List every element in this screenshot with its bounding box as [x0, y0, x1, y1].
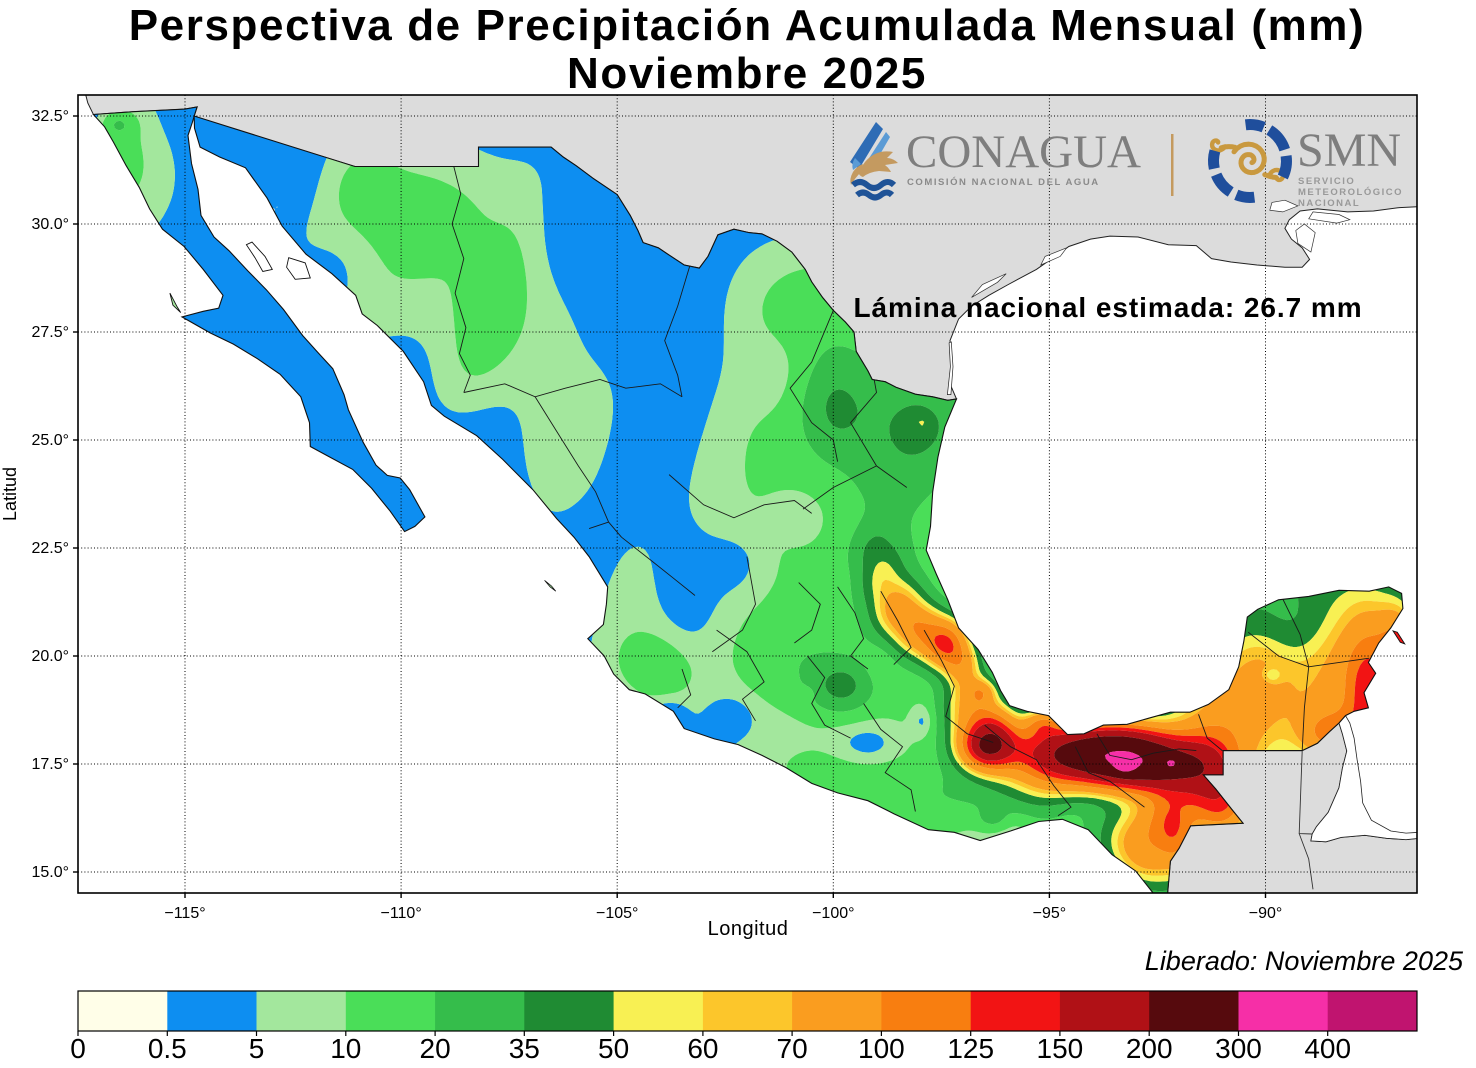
- svg-text:10: 10: [330, 1033, 361, 1064]
- svg-text:150: 150: [1037, 1033, 1084, 1064]
- svg-text:Liberado: Noviembre 2025: Liberado: Noviembre 2025: [1145, 946, 1464, 976]
- svg-text:125: 125: [947, 1033, 994, 1064]
- svg-text:22.5°: 22.5°: [31, 540, 69, 557]
- svg-text:SMN: SMN: [1297, 124, 1401, 177]
- svg-text:25.0°: 25.0°: [31, 432, 69, 449]
- svg-text:300: 300: [1215, 1033, 1262, 1064]
- svg-text:50: 50: [598, 1033, 629, 1064]
- svg-text:30.0°: 30.0°: [31, 216, 69, 233]
- svg-text:15.0°: 15.0°: [31, 864, 69, 881]
- svg-text:0.5: 0.5: [148, 1033, 187, 1064]
- svg-text:−100°: −100°: [812, 905, 854, 922]
- svg-text:100: 100: [858, 1033, 905, 1064]
- svg-text:400: 400: [1304, 1033, 1351, 1064]
- svg-text:Noviembre 2025: Noviembre 2025: [567, 49, 927, 98]
- svg-text:0: 0: [70, 1033, 86, 1064]
- svg-text:−115°: −115°: [164, 905, 205, 922]
- svg-text:Perspectiva de Precipitación A: Perspectiva de Precipitación Acumulada M…: [129, 1, 1366, 50]
- svg-text:−110°: −110°: [380, 905, 421, 922]
- svg-text:70: 70: [777, 1033, 808, 1064]
- svg-text:CONAGUA: CONAGUA: [906, 126, 1141, 178]
- svg-text:Longitud: Longitud: [708, 918, 789, 940]
- svg-text:METEOROLÓGICO: METEOROLÓGICO: [1298, 186, 1403, 198]
- svg-text:NACIONAL: NACIONAL: [1298, 198, 1360, 209]
- svg-text:20: 20: [420, 1033, 451, 1064]
- svg-text:SERVICIO: SERVICIO: [1298, 176, 1355, 187]
- svg-text:COMISIÓN NACIONAL DEL AGUA: COMISIÓN NACIONAL DEL AGUA: [907, 176, 1100, 188]
- svg-text:−95°: −95°: [1033, 905, 1067, 922]
- svg-text:27.5°: 27.5°: [31, 324, 69, 341]
- svg-text:20.0°: 20.0°: [31, 648, 69, 665]
- svg-text:−90°: −90°: [1249, 905, 1283, 922]
- svg-text:35: 35: [509, 1033, 540, 1064]
- svg-text:5: 5: [249, 1033, 265, 1064]
- svg-text:60: 60: [687, 1033, 718, 1064]
- svg-text:200: 200: [1126, 1033, 1173, 1064]
- svg-text:17.5°: 17.5°: [31, 756, 69, 773]
- svg-text:Lámina nacional estimada: 26.7: Lámina nacional estimada: 26.7 mm: [853, 292, 1362, 323]
- svg-text:−105°: −105°: [596, 905, 638, 922]
- svg-text:Latitud: Latitud: [0, 467, 20, 521]
- svg-text:32.5°: 32.5°: [31, 108, 69, 125]
